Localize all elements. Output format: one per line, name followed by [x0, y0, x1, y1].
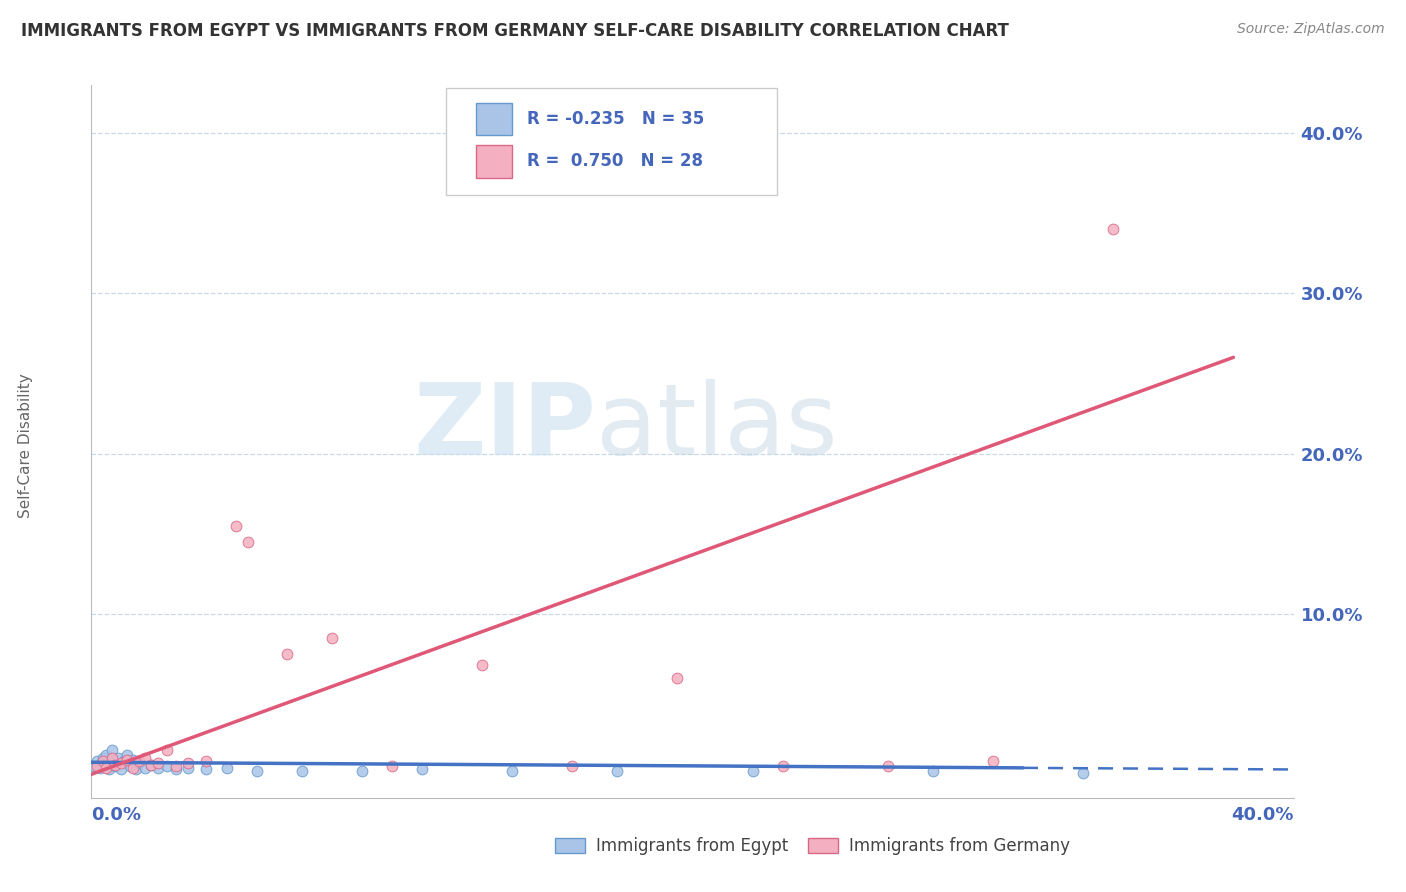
- Point: [501, 764, 523, 778]
- Point: [83, 759, 105, 773]
- Point: [1071, 765, 1094, 780]
- Point: [922, 764, 945, 778]
- Text: Source: ZipAtlas.com: Source: ZipAtlas.com: [1237, 22, 1385, 37]
- Point: [291, 764, 314, 778]
- Point: [225, 518, 247, 533]
- Point: [1102, 222, 1125, 236]
- Point: [122, 761, 145, 775]
- Point: [125, 763, 148, 777]
- FancyBboxPatch shape: [446, 88, 776, 195]
- Point: [146, 756, 169, 770]
- Point: [381, 759, 404, 773]
- Point: [155, 743, 177, 757]
- Point: [411, 763, 433, 777]
- Text: Self-Care Disability: Self-Care Disability: [18, 374, 32, 518]
- Point: [128, 756, 150, 770]
- Point: [141, 757, 163, 772]
- Point: [741, 764, 763, 778]
- Point: [86, 755, 108, 769]
- Point: [110, 763, 132, 777]
- Point: [104, 757, 127, 772]
- Point: [561, 759, 583, 773]
- Point: [110, 756, 132, 770]
- Point: [194, 755, 217, 769]
- Point: [471, 658, 494, 673]
- Text: IMMIGRANTS FROM EGYPT VS IMMIGRANTS FROM GERMANY SELF-CARE DISABILITY CORRELATIO: IMMIGRANTS FROM EGYPT VS IMMIGRANTS FROM…: [21, 22, 1010, 40]
- Point: [134, 761, 156, 775]
- Point: [89, 761, 111, 775]
- Point: [93, 755, 115, 769]
- Text: ZIP: ZIP: [413, 379, 596, 475]
- Point: [96, 757, 118, 772]
- Point: [122, 753, 145, 767]
- Point: [981, 755, 1004, 769]
- Point: [104, 759, 127, 773]
- Point: [96, 747, 118, 762]
- Text: 40.0%: 40.0%: [1232, 806, 1294, 824]
- Point: [276, 647, 298, 661]
- Point: [93, 751, 115, 765]
- Point: [101, 751, 124, 765]
- Point: [101, 743, 124, 757]
- Point: [117, 747, 139, 762]
- Point: [120, 759, 142, 773]
- Point: [176, 761, 198, 775]
- Text: Immigrants from Germany: Immigrants from Germany: [849, 837, 1070, 855]
- Point: [194, 763, 217, 777]
- Point: [128, 755, 150, 769]
- Point: [86, 759, 108, 773]
- Point: [236, 534, 259, 549]
- Point: [96, 761, 118, 775]
- Point: [114, 755, 136, 769]
- Point: [165, 763, 187, 777]
- Point: [666, 671, 689, 685]
- Point: [101, 753, 124, 767]
- Bar: [477, 103, 512, 135]
- Point: [350, 764, 373, 778]
- Text: Immigrants from Egypt: Immigrants from Egypt: [596, 837, 789, 855]
- Text: atlas: atlas: [596, 379, 838, 475]
- Point: [134, 751, 156, 765]
- Text: 0.0%: 0.0%: [91, 806, 142, 824]
- Point: [107, 751, 129, 765]
- Point: [772, 759, 794, 773]
- Point: [176, 756, 198, 770]
- Point: [117, 753, 139, 767]
- Point: [215, 761, 238, 775]
- Point: [321, 631, 343, 645]
- Text: R =  0.750   N = 28: R = 0.750 N = 28: [527, 153, 703, 170]
- Point: [146, 761, 169, 775]
- Point: [98, 763, 121, 777]
- Bar: [477, 145, 512, 178]
- Point: [155, 759, 177, 773]
- Text: R = -0.235   N = 35: R = -0.235 N = 35: [527, 110, 704, 128]
- Point: [141, 757, 163, 772]
- Point: [876, 759, 898, 773]
- Point: [165, 759, 187, 773]
- Point: [246, 764, 269, 778]
- Point: [606, 764, 628, 778]
